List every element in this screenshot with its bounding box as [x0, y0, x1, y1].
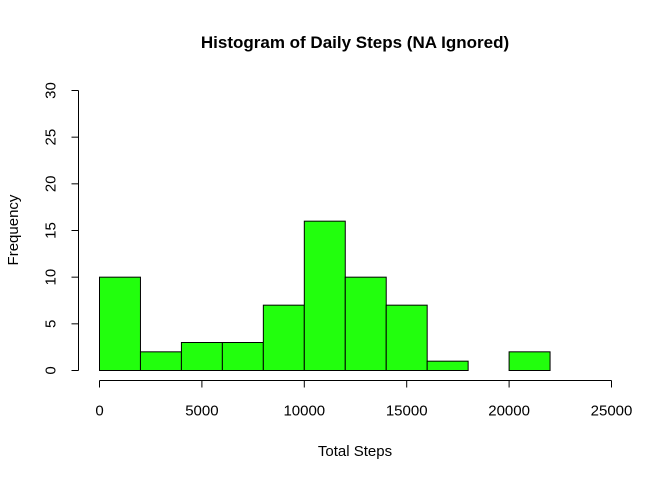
y-tick-label: 15 — [43, 222, 60, 239]
y-axis-label: Frequency — [5, 194, 22, 265]
y-tick-label: 20 — [43, 175, 60, 192]
x-tick-label: 0 — [95, 403, 103, 420]
histogram-bar — [262, 304, 305, 371]
histogram-bar — [344, 276, 387, 371]
y-tick-label: 25 — [43, 129, 60, 146]
histogram-bar — [385, 304, 428, 371]
x-tick-label: 10000 — [283, 403, 325, 420]
bars-group — [99, 220, 551, 372]
x-tick-label: 20000 — [488, 403, 530, 420]
y-tick-label: 10 — [43, 269, 60, 286]
y-tick-label: 5 — [43, 320, 60, 328]
y-tick-label: 30 — [43, 82, 60, 99]
chart-title: Histogram of Daily Steps (NA Ignored) — [201, 33, 509, 52]
histogram-bar — [99, 276, 141, 371]
x-tick-label: 25000 — [591, 403, 633, 420]
histogram-bar — [139, 351, 182, 372]
x-tick-label: 5000 — [185, 403, 218, 420]
y-axis: 0 5 10 15 20 25 30 — [43, 82, 79, 375]
histogram-bar — [180, 342, 223, 371]
y-tick-label: 0 — [43, 366, 60, 374]
histogram-bar — [303, 220, 346, 371]
histogram-bar — [221, 342, 264, 371]
x-axis: 0 5000 10000 15000 20000 25000 — [95, 380, 633, 420]
histogram-bar — [508, 351, 551, 372]
x-axis-label: Total Steps — [318, 443, 392, 460]
x-tick-label: 15000 — [386, 403, 428, 420]
histogram-bar — [426, 360, 469, 371]
